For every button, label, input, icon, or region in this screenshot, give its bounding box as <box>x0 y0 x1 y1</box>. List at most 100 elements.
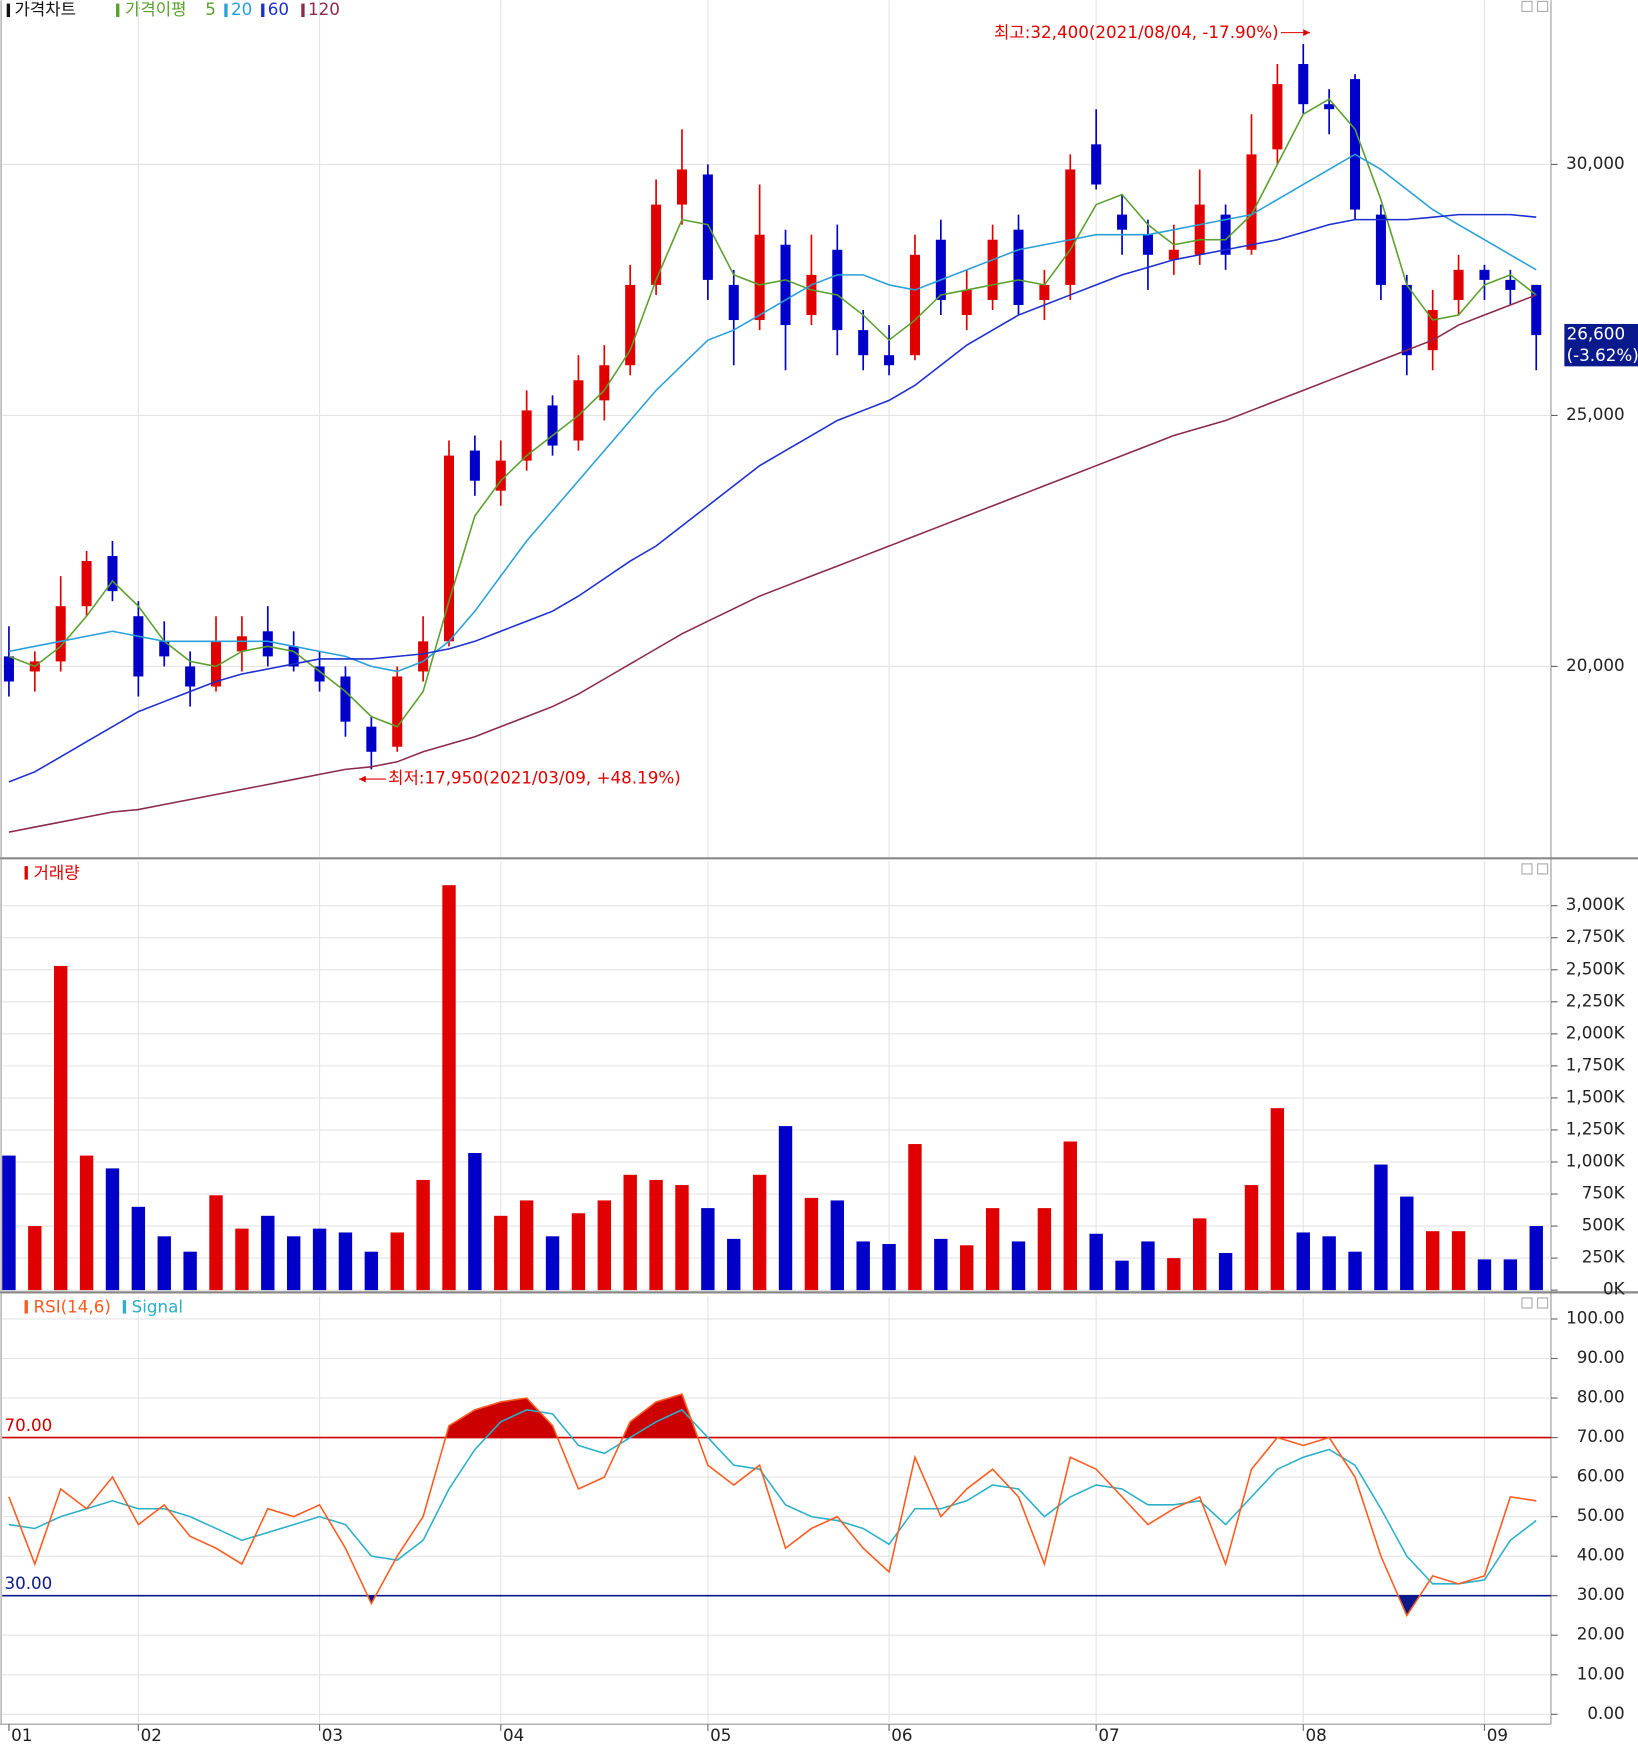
candle-body <box>832 249 843 331</box>
y-tick-label: 750K <box>1582 1183 1626 1203</box>
volume-bar <box>131 1206 146 1291</box>
candle-body <box>55 606 66 662</box>
candle-body <box>236 636 247 652</box>
candle-body <box>418 641 429 672</box>
price-title: 가격차트 <box>15 0 77 19</box>
y-tick-label: 3,000K <box>1566 894 1626 914</box>
volume-bar <box>1193 1218 1207 1291</box>
y-tick-label: 90.00 <box>1577 1347 1625 1367</box>
volume-bar <box>312 1228 327 1291</box>
candle-body <box>1505 279 1516 290</box>
candle-body <box>1298 64 1309 105</box>
legend-swatch <box>24 866 28 880</box>
volume-bar <box>28 1226 42 1291</box>
x-tick-label: 03 <box>322 1725 343 1745</box>
volume-bar <box>1529 1226 1543 1291</box>
candle-body <box>961 289 972 316</box>
candle-body <box>651 204 662 285</box>
minimize-button[interactable] <box>1521 0 1533 12</box>
volume-bar <box>571 1213 586 1291</box>
volume-plot <box>2 885 1543 1291</box>
candle-body <box>1091 144 1102 185</box>
volume-bar <box>235 1228 249 1291</box>
low-annotation: 최저:17,950(2021/03/09, +48.19%) <box>388 768 681 788</box>
volume-bar <box>1451 1231 1466 1291</box>
volume-bar <box>1400 1196 1414 1291</box>
candle-body <box>1272 84 1283 150</box>
volume-bar <box>1011 1241 1026 1291</box>
legend-swatch <box>24 1300 28 1314</box>
close-button[interactable] <box>1537 863 1549 875</box>
volume-bar <box>442 885 456 1291</box>
x-tick-label: 07 <box>1098 1725 1119 1745</box>
candle-body <box>1479 269 1490 280</box>
x-tick-label: 01 <box>11 1725 32 1745</box>
candle-body <box>185 666 196 687</box>
y-tick-label: 1,750K <box>1566 1054 1626 1074</box>
y-tick-label: 25,000 <box>1566 404 1625 424</box>
candle-body <box>366 726 377 752</box>
candle-body <box>521 410 532 461</box>
legend-swatch <box>301 3 305 18</box>
close-button[interactable] <box>1537 0 1549 12</box>
candle-body <box>625 284 636 366</box>
last-price-box <box>1564 323 1638 367</box>
annotation-arrowhead <box>359 775 366 783</box>
last-price-change: (-3.62%) <box>1567 345 1638 365</box>
volume-bar <box>1348 1251 1362 1291</box>
legend-swatch <box>224 3 228 18</box>
volume-bar <box>545 1236 560 1291</box>
close-button[interactable] <box>1537 1297 1549 1309</box>
candle-body <box>1013 229 1024 305</box>
volume-bar <box>209 1195 223 1291</box>
volume-bar <box>1141 1241 1155 1291</box>
y-tick-label: 500K <box>1582 1215 1626 1235</box>
volume-bar <box>1167 1258 1181 1291</box>
volume-bar <box>286 1236 301 1291</box>
volume-title: 거래량 <box>33 862 79 882</box>
y-tick-label: 1,000K <box>1566 1150 1626 1170</box>
candle-body <box>262 631 273 657</box>
candle-body <box>728 284 739 321</box>
candle-body <box>599 365 610 401</box>
volume-bar <box>934 1238 948 1291</box>
candle-body <box>702 174 713 280</box>
y-tick-label: 70.00 <box>1577 1426 1625 1446</box>
candle-body <box>443 455 455 642</box>
x-tick-label: 09 <box>1487 1725 1508 1745</box>
candle-body <box>133 616 144 677</box>
moving-average-line <box>8 294 1537 833</box>
x-tick-label: 08 <box>1305 1725 1326 1745</box>
y-tick-label: 30.00 <box>1577 1584 1625 1604</box>
candle-body <box>469 450 480 481</box>
y-tick-label: 0K <box>1603 1279 1626 1299</box>
legend-label: 5 <box>205 0 216 19</box>
volume-bar <box>1503 1259 1518 1291</box>
oversold-label: 30.00 <box>4 1573 52 1593</box>
x-tick-label: 02 <box>141 1725 162 1745</box>
volume-bar <box>1115 1260 1129 1291</box>
y-tick-label: 30,000 <box>1566 153 1625 173</box>
volume-bar <box>882 1244 896 1291</box>
candle-body <box>1324 104 1335 110</box>
minimize-button[interactable] <box>1521 1297 1533 1309</box>
volume-bar <box>1244 1185 1259 1291</box>
moving-average-line <box>8 98 1537 728</box>
volume-bar <box>778 1126 793 1291</box>
y-tick-label: 60.00 <box>1577 1466 1625 1486</box>
volume-bar <box>908 1144 922 1291</box>
minimize-button[interactable] <box>1521 863 1533 875</box>
candle-body <box>1142 234 1153 255</box>
volume-bar <box>416 1179 430 1291</box>
volume-bar <box>390 1232 404 1291</box>
volume-bar <box>1089 1233 1103 1291</box>
volume-bar <box>157 1236 171 1291</box>
candle-body <box>495 460 506 491</box>
volume-bar <box>54 965 68 1291</box>
candle-body <box>3 656 14 682</box>
window-buttons <box>1521 0 1549 1309</box>
candle-body <box>1039 284 1050 300</box>
volume-bar <box>856 1241 870 1291</box>
legend-label: 120 <box>308 0 340 19</box>
candle-body <box>1427 310 1438 351</box>
